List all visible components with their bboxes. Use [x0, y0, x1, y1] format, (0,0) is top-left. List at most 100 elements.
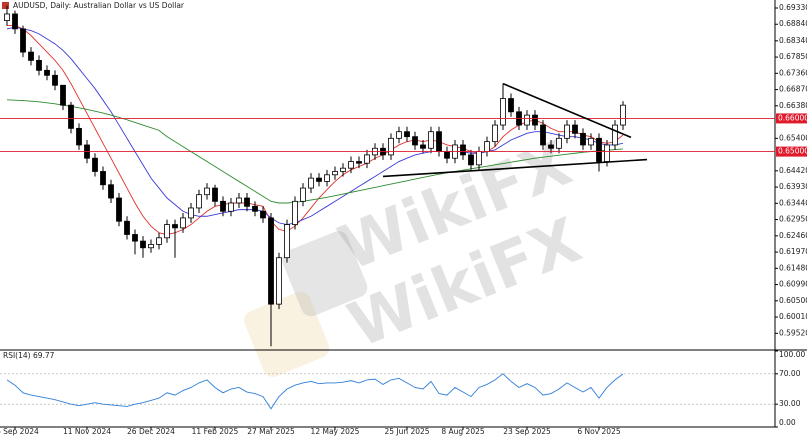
candle-body: [620, 104, 626, 126]
rsi-y-tick-label: 0.00: [779, 418, 796, 427]
candle-body: [340, 167, 346, 172]
y-tick-label: 0.68840: [779, 19, 807, 28]
candle-body: [356, 161, 362, 164]
candle-body: [148, 244, 154, 249]
candle-body: [220, 200, 226, 212]
candle-body: [508, 98, 514, 113]
candle-body: [92, 157, 98, 172]
y-tick-label: 0.64420: [779, 166, 807, 175]
candle-body: [612, 124, 618, 146]
candle-body: [604, 144, 610, 162]
candle-body: [388, 137, 394, 156]
moving-average: [6, 26, 624, 226]
candle-body: [180, 217, 186, 229]
y-tick-label: 0.67360: [779, 68, 807, 77]
candle-body: [260, 210, 266, 219]
candle-body: [284, 224, 290, 259]
candle-body: [292, 200, 298, 225]
y-tick-label: 0.61970: [779, 247, 807, 256]
candle-body: [476, 151, 482, 166]
candle-body: [60, 84, 66, 106]
y-tick-label: 0.63440: [779, 198, 807, 207]
candle-body: [332, 171, 338, 176]
candle-body: [36, 59, 42, 71]
x-tick-label: 8 Aug 2025: [441, 427, 484, 436]
rsi-title: RSI(14) 69.77: [3, 351, 55, 360]
x-tick-label: 6 Nov 2025: [577, 427, 620, 436]
candle-body: [108, 184, 114, 199]
candle-body: [268, 217, 274, 305]
candle-body: [228, 202, 234, 212]
candle-body: [396, 131, 402, 139]
level-label: 0.65000: [778, 147, 807, 156]
candle-body: [524, 114, 530, 126]
candle-body: [556, 137, 562, 149]
rsi-y-tick-label: 30.00: [779, 399, 801, 408]
candle-body: [68, 104, 74, 129]
candle-body: [596, 137, 602, 162]
candle-body: [196, 194, 202, 209]
candle-body: [212, 187, 218, 202]
candle-body: [316, 177, 322, 182]
y-tick-label: 0.60010: [779, 312, 807, 321]
y-tick-label: 0.65400: [779, 133, 807, 142]
x-tick-label: 26 Sep 2024: [0, 427, 39, 436]
candle-body: [124, 220, 130, 235]
x-tick-label: 12 May 2025: [311, 427, 360, 436]
y-tick-label: 0.63930: [779, 182, 807, 191]
level-label: 0.66000: [778, 113, 807, 122]
y-tick-label: 0.69330: [779, 3, 807, 12]
candle-body: [28, 51, 34, 61]
candle-body: [484, 141, 490, 152]
level-label-bg: [776, 146, 807, 157]
rsi-y-tick-label: 100.00: [779, 350, 805, 359]
candle-body: [140, 240, 146, 249]
candle-body: [444, 151, 450, 159]
x-tick-label: 25 Jun 2025: [384, 427, 429, 436]
watermark-logo: [244, 291, 330, 377]
candle-body: [588, 137, 594, 146]
candle-body: [76, 127, 82, 146]
candle-body: [4, 13, 10, 21]
candle-body: [156, 237, 162, 245]
x-tick-label: 26 Dec 2024: [127, 427, 175, 436]
y-tick-label: 0.60990: [779, 280, 807, 289]
candle-body: [420, 144, 426, 149]
chart-title: AUDUSD, Daily: Australian Dollar vs US D…: [13, 1, 185, 10]
candle-body: [460, 144, 466, 156]
rsi-y-tick-label: 70.00: [779, 369, 801, 378]
candle-body: [348, 161, 354, 169]
candle-body: [548, 144, 554, 149]
y-tick-label: 0.62460: [779, 231, 807, 240]
candle-body: [300, 187, 306, 202]
trendline: [502, 82, 632, 139]
candle-body: [188, 207, 194, 219]
candle-body: [100, 171, 106, 186]
candle-body: [532, 114, 538, 126]
candle-body: [500, 98, 506, 126]
trendline: [382, 158, 648, 178]
watermark-logo: [282, 231, 368, 317]
y-tick-label: 0.66380: [779, 101, 807, 110]
candle-body: [324, 174, 330, 182]
x-tick-label: 11 Feb 2025: [192, 427, 239, 436]
candle-body: [116, 197, 122, 222]
candle-body: [308, 177, 314, 189]
candle-body: [428, 131, 434, 149]
y-tick-label: 0.67850: [779, 52, 807, 61]
level-label-bg: [776, 113, 807, 124]
candle-body: [44, 69, 50, 76]
candle-body: [164, 224, 170, 239]
moving-average: [6, 99, 624, 204]
candle-body: [236, 197, 242, 204]
y-tick-label: 0.62950: [779, 215, 807, 224]
y-tick-label: 0.60500: [779, 296, 807, 305]
price-plot: [4, 5, 626, 347]
candle-body: [564, 124, 570, 139]
y-tick-label: 0.59520: [779, 328, 807, 337]
x-tick-label: 23 Sep 2025: [503, 427, 551, 436]
candle-body: [172, 224, 178, 229]
